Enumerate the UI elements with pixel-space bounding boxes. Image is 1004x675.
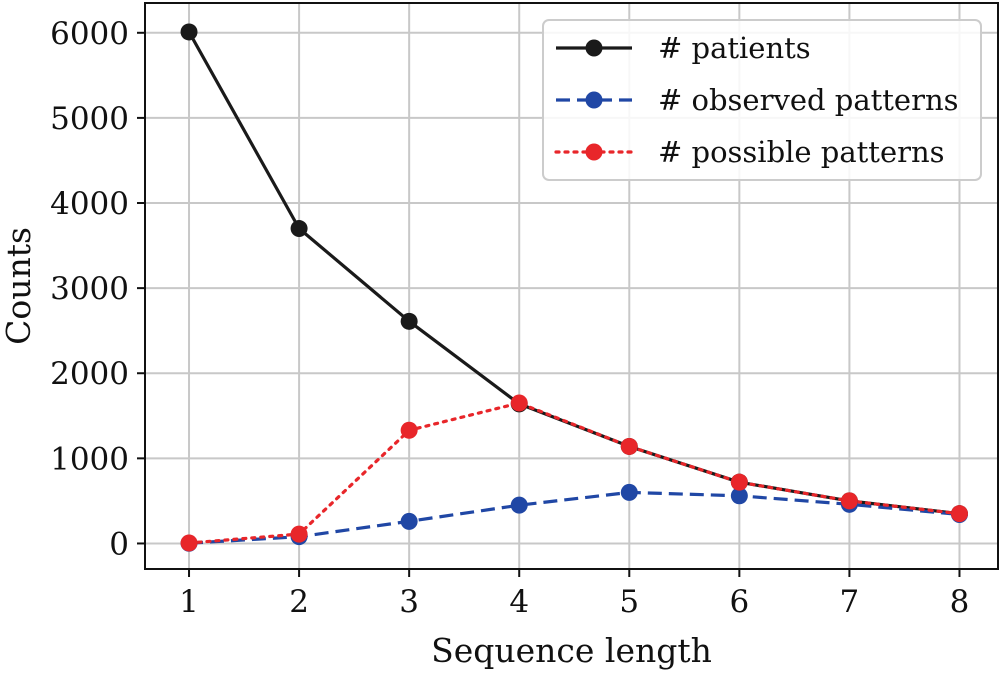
axis-ticks: 1 2 3 4 5 6 7 8 0 1000 2000 3000 4000 5000 6000	[50, 16, 969, 620]
series-lines	[187, 31, 962, 545]
legend-box	[542, 19, 982, 181]
x-tick-label: 5	[619, 584, 639, 620]
legend-marker-1	[585, 91, 603, 109]
x-tick-label: 8	[950, 584, 970, 620]
data-point-series-1	[620, 483, 638, 501]
y-tick-label: 6000	[50, 16, 129, 52]
x-tick-label: 6	[729, 584, 749, 620]
legend-marker-0	[585, 39, 603, 57]
series-line-2	[187, 401, 962, 545]
y-tick-label: 5000	[50, 101, 129, 137]
series-markers	[180, 23, 968, 552]
y-tick-label: 1000	[50, 441, 129, 477]
legend-label-1: # observed patterns	[658, 83, 959, 117]
x-tick-label: 2	[289, 584, 309, 620]
data-point-series-2	[510, 394, 528, 412]
y-tick-label: 0	[109, 526, 129, 562]
data-point-series-1	[730, 487, 748, 505]
legend-marker-2	[585, 143, 603, 161]
legend-label-2: # possible patterns	[658, 135, 945, 169]
y-axis-title: Counts	[0, 227, 38, 345]
x-tick-label: 4	[509, 584, 529, 620]
data-point-series-2	[950, 505, 968, 523]
data-point-series-0	[400, 312, 418, 330]
x-tick-label: 7	[840, 584, 860, 620]
data-point-series-2	[400, 421, 418, 439]
data-point-series-0	[180, 23, 198, 41]
data-point-series-2	[840, 492, 858, 510]
data-point-series-2	[180, 534, 198, 552]
data-point-series-2	[290, 525, 308, 543]
legend: # patients # observed patterns # possible …	[542, 19, 982, 181]
y-tick-label: 4000	[50, 186, 129, 222]
data-point-series-1	[400, 512, 418, 530]
data-point-series-2	[620, 437, 638, 455]
y-tick-label: 2000	[50, 356, 129, 392]
data-point-series-1	[510, 496, 528, 514]
plot-frame	[144, 2, 999, 570]
x-axis-title: Sequence length	[431, 631, 712, 670]
data-point-series-0	[290, 220, 308, 238]
series-line-1	[188, 490, 960, 545]
x-tick-label: 1	[179, 584, 199, 620]
x-tick-label: 3	[399, 584, 419, 620]
data-point-series-2	[730, 473, 748, 491]
y-tick-label: 3000	[50, 271, 129, 307]
legend-label-0: # patients	[658, 31, 811, 65]
